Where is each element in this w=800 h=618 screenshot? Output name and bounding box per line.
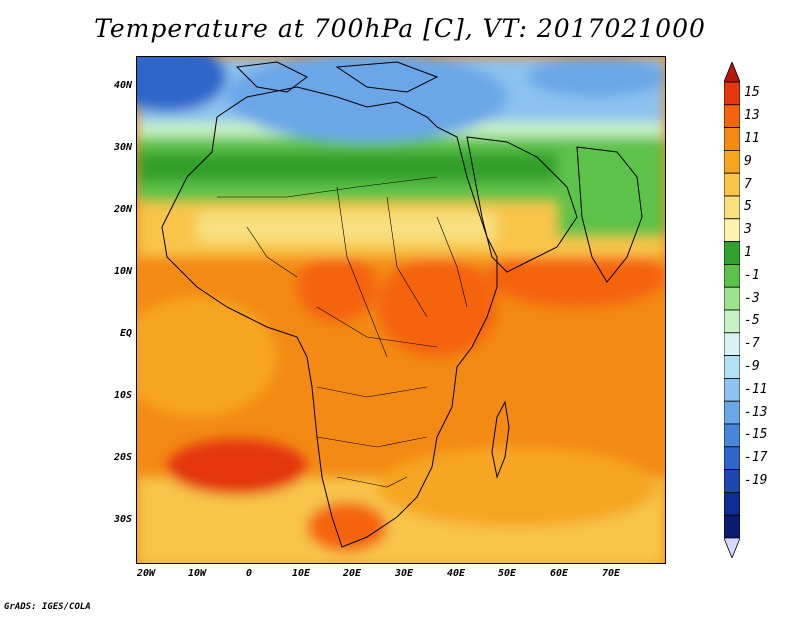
- lat-label-10n: 10N: [113, 266, 132, 277]
- lon-label-0: 0: [245, 568, 253, 579]
- credit-text: GrADS: IGES/COLA: [4, 602, 91, 612]
- lon-label-50e: 50E: [497, 568, 517, 579]
- lat-label-20s: 20S: [113, 452, 132, 463]
- color-bar-swatch: [724, 446, 740, 470]
- color-bar-label: -5: [744, 313, 760, 329]
- lat-label-eq: EQ: [119, 328, 132, 339]
- color-bar-label: -13: [744, 404, 768, 420]
- color-bar-label: 9: [744, 153, 752, 169]
- color-bar: [724, 62, 740, 558]
- color-bar-swatch: [724, 218, 740, 243]
- lon-label-70e: 70E: [601, 568, 621, 579]
- temperature-map: [136, 56, 666, 564]
- lon-label-20e: 20E: [342, 568, 362, 579]
- color-bar-label: 13: [744, 108, 760, 124]
- lon-label-20w: 20W: [136, 568, 156, 579]
- lon-label-30e: 30E: [394, 568, 414, 579]
- color-bar-label: 1: [744, 245, 752, 260]
- color-bar-bottom-arrow: [724, 537, 740, 558]
- color-bar-swatch: [724, 286, 740, 311]
- color-bar-label: 5: [744, 199, 752, 215]
- color-bar-swatch: [724, 355, 740, 379]
- color-bar-swatch: [724, 172, 740, 197]
- color-bar-swatch: [724, 400, 740, 425]
- color-bar-swatch: [724, 241, 740, 265]
- color-bar-label: -17: [744, 450, 768, 466]
- color-bar-swatch: [724, 81, 740, 106]
- color-bar-swatch: [724, 469, 740, 493]
- coastlines: [161, 61, 643, 548]
- color-bar-swatch: [724, 332, 740, 356]
- color-bar-swatch: [724, 309, 740, 334]
- lat-label-30n: 30N: [113, 142, 132, 153]
- color-bar-label: -7: [744, 336, 760, 352]
- color-bar-label: -9: [744, 359, 760, 374]
- color-bar-label: 11: [744, 131, 760, 146]
- lat-label-10s: 10S: [113, 390, 132, 401]
- lat-label-20n: 20N: [113, 204, 132, 215]
- color-bar-label: 15: [744, 85, 760, 101]
- lon-label-40e: 40E: [446, 568, 466, 579]
- color-bar-swatch: [724, 195, 740, 220]
- color-bar-label: -11: [744, 381, 768, 397]
- color-bar-swatch: [724, 150, 740, 174]
- color-bar-top-arrow: [724, 62, 740, 83]
- color-bar-swatch: [724, 263, 740, 288]
- color-bar-swatch: [724, 514, 740, 539]
- color-bar-label: -3: [744, 290, 760, 306]
- lon-label-60e: 60E: [549, 568, 569, 579]
- color-bar-label: 7: [744, 176, 752, 192]
- color-bar-swatch: [724, 491, 740, 516]
- lat-label-30s: 30S: [113, 514, 132, 525]
- map-title: Temperature at 700hPa [C], VT: 201702100…: [94, 14, 706, 43]
- country-borders: [217, 176, 468, 488]
- color-bar-label: -1: [744, 267, 760, 283]
- color-bar-label: -15: [744, 427, 768, 443]
- color-bar-label: -19: [744, 473, 768, 488]
- color-bar-swatch: [724, 377, 740, 402]
- lon-label-10e: 10E: [291, 568, 311, 579]
- lat-label-40n: 40N: [113, 80, 132, 91]
- color-bar-swatch: [724, 127, 740, 151]
- color-bar-swatch: [724, 104, 740, 128]
- lon-label-10w: 10W: [187, 568, 207, 579]
- color-bar-label: 3: [744, 222, 752, 238]
- color-bar-swatch: [724, 423, 740, 448]
